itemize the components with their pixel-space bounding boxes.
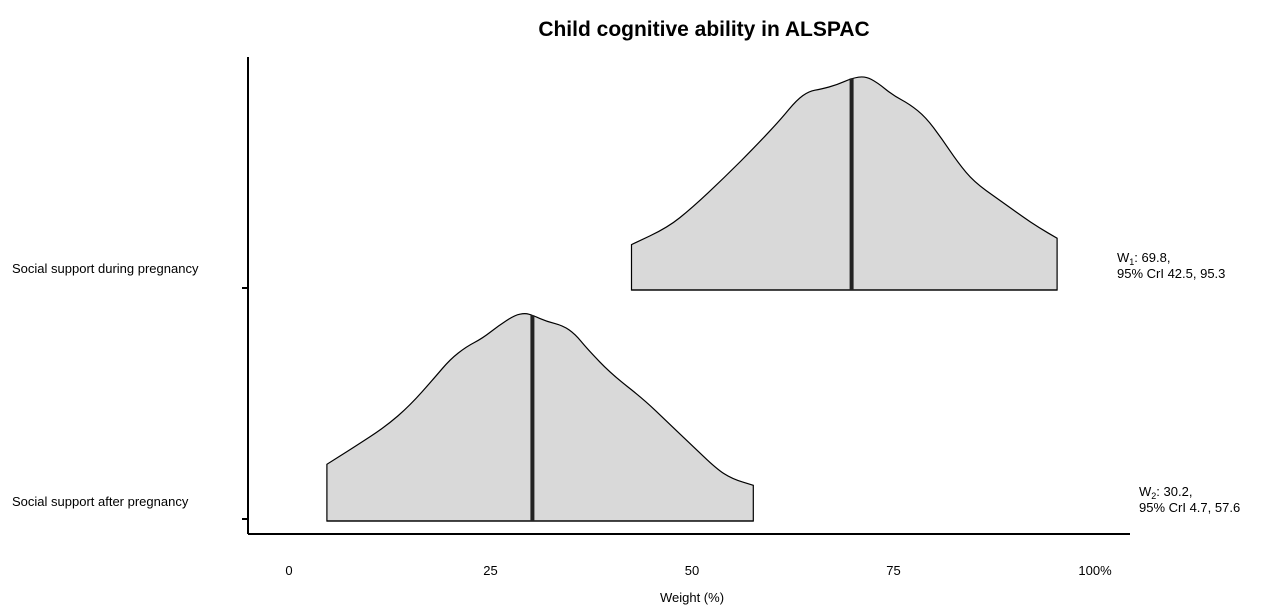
x-tick-label: 75 <box>886 563 900 578</box>
x-axis-title: Weight (%) <box>660 590 724 605</box>
density-area <box>326 313 754 522</box>
credible-interval-annotation: 95% CrI 4.7, 57.6 <box>1139 500 1240 515</box>
x-tick-label: 0 <box>285 563 292 578</box>
category-label: Social support during pregnancy <box>12 261 199 276</box>
weight-annotation: W1: 69.8, <box>1117 250 1170 267</box>
chart-title: Child cognitive ability in ALSPAC <box>538 18 869 41</box>
weight-annotation: W2: 30.2, <box>1139 484 1192 501</box>
x-tick-label: 25 <box>483 563 497 578</box>
plot-area: 0 25 50 75 100% Social support during pregnan… <box>12 57 1240 578</box>
credible-interval-annotation: 95% CrI 42.5, 95.3 <box>1117 266 1225 281</box>
x-tick-label: 100% <box>1078 563 1112 578</box>
density-area <box>630 76 1058 291</box>
category-label: Social support after pregnancy <box>12 494 189 509</box>
x-tick-label: 50 <box>685 563 699 578</box>
